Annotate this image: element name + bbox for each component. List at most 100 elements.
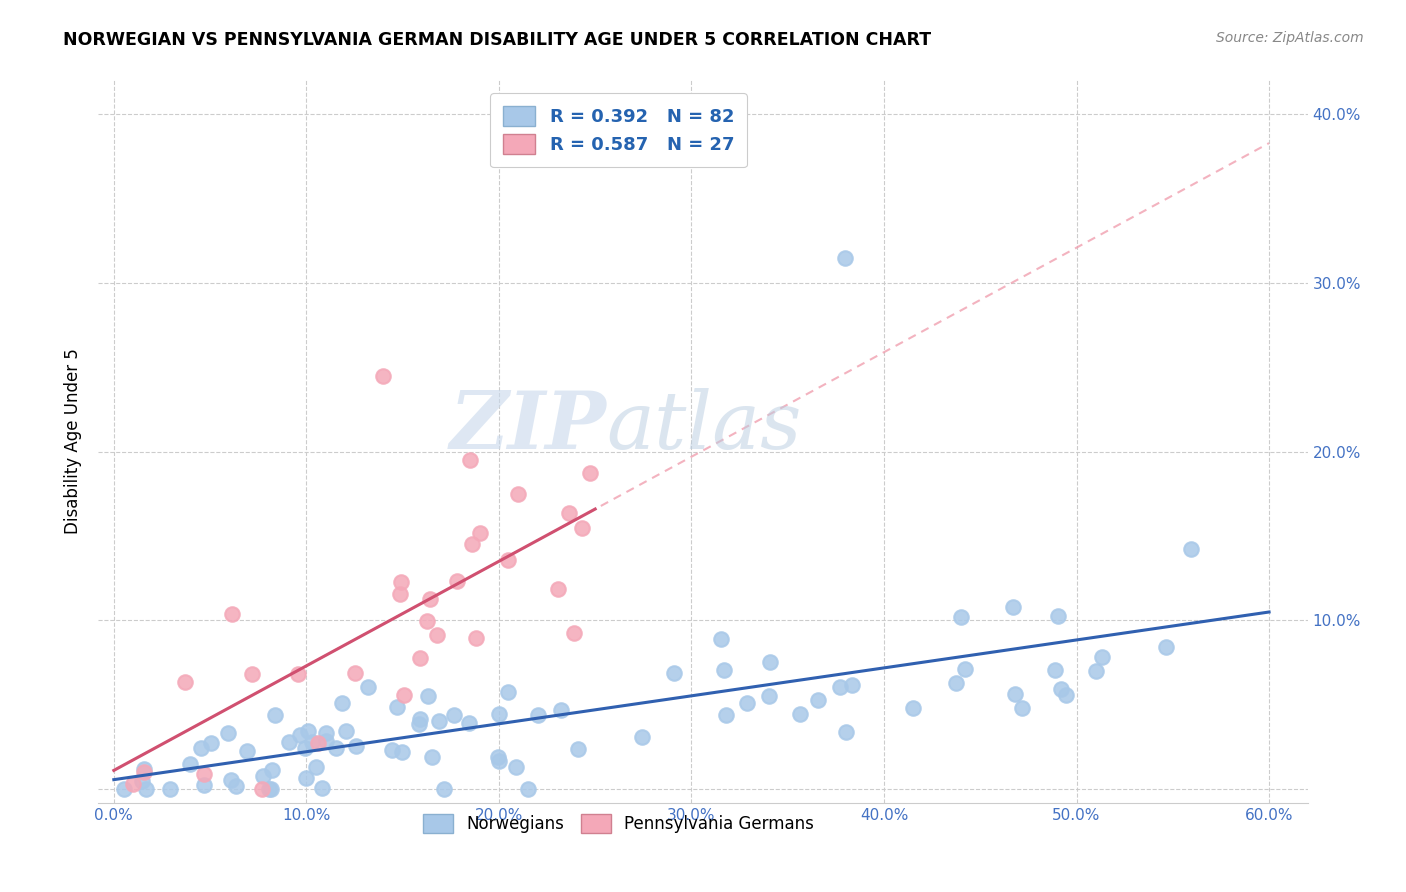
Point	[416, 614, 439, 628]
Point	[841, 678, 863, 692]
Point	[389, 574, 412, 589]
Point	[458, 453, 481, 467]
Point	[498, 685, 520, 699]
Point	[664, 666, 686, 681]
Point	[807, 693, 830, 707]
Point	[443, 707, 465, 722]
Point	[301, 735, 323, 749]
Point	[1050, 681, 1073, 696]
Point	[387, 699, 409, 714]
Point	[294, 771, 316, 785]
Point	[464, 631, 486, 645]
Point	[457, 716, 479, 731]
Point	[325, 741, 347, 756]
Point	[122, 777, 145, 791]
Point	[236, 744, 259, 758]
Point	[470, 526, 492, 541]
Point	[388, 586, 411, 600]
Point	[527, 707, 550, 722]
Point	[1091, 650, 1114, 665]
Point	[257, 782, 280, 797]
Point	[252, 769, 274, 783]
Point	[394, 688, 416, 702]
Point	[488, 754, 510, 768]
Point	[828, 681, 851, 695]
Point	[758, 655, 780, 669]
Point	[330, 696, 353, 710]
Point	[1046, 608, 1069, 623]
Point	[446, 574, 468, 588]
Point	[409, 712, 432, 726]
Point	[461, 536, 484, 550]
Point	[135, 782, 157, 797]
Point	[409, 650, 432, 665]
Point	[834, 251, 856, 265]
Point	[433, 782, 456, 797]
Point	[373, 368, 395, 383]
Legend: Norwegians, Pennsylvania Germans: Norwegians, Pennsylvania Germans	[415, 805, 823, 841]
Point	[200, 736, 222, 750]
Point	[901, 701, 924, 715]
Point	[1004, 688, 1026, 702]
Point	[159, 782, 181, 797]
Point	[710, 632, 733, 646]
Point	[134, 762, 156, 776]
Point	[517, 782, 540, 797]
Point	[1180, 542, 1202, 557]
Point	[429, 714, 451, 728]
Point	[311, 780, 333, 795]
Point	[419, 592, 441, 607]
Point	[264, 707, 287, 722]
Point	[1011, 700, 1033, 714]
Point	[713, 663, 735, 677]
Point	[571, 521, 593, 535]
Point	[505, 760, 527, 774]
Point	[735, 696, 758, 710]
Point	[834, 725, 856, 739]
Point	[287, 667, 309, 681]
Point	[305, 760, 328, 774]
Point	[630, 730, 652, 744]
Point	[297, 723, 319, 738]
Point	[294, 741, 316, 756]
Point	[562, 625, 585, 640]
Point	[420, 750, 443, 764]
Point	[131, 773, 153, 788]
Point	[190, 740, 212, 755]
Point	[173, 674, 195, 689]
Point	[225, 780, 247, 794]
Point	[260, 782, 283, 797]
Point	[250, 782, 273, 797]
Text: atlas: atlas	[606, 388, 801, 466]
Point	[408, 717, 430, 731]
Point	[1045, 663, 1067, 677]
Point	[335, 724, 357, 739]
Point	[716, 707, 738, 722]
Point	[953, 662, 976, 676]
Point	[496, 552, 519, 566]
Point	[547, 582, 569, 596]
Point	[567, 741, 589, 756]
Point	[1002, 599, 1025, 614]
Text: NORWEGIAN VS PENNSYLVANIA GERMAN DISABILITY AGE UNDER 5 CORRELATION CHART: NORWEGIAN VS PENNSYLVANIA GERMAN DISABIL…	[63, 31, 931, 49]
Point	[307, 736, 329, 750]
Point	[381, 743, 404, 757]
Point	[240, 667, 263, 681]
Point	[558, 506, 581, 520]
Point	[179, 756, 201, 771]
Point	[344, 739, 367, 753]
Y-axis label: Disability Age Under 5: Disability Age Under 5	[65, 349, 83, 534]
Point	[288, 728, 311, 742]
Point	[550, 703, 572, 717]
Text: Source: ZipAtlas.com: Source: ZipAtlas.com	[1216, 31, 1364, 45]
Point	[789, 707, 811, 722]
Point	[486, 750, 509, 764]
Text: ZIP: ZIP	[450, 388, 606, 466]
Point	[193, 767, 215, 781]
Point	[416, 689, 439, 703]
Point	[277, 735, 299, 749]
Point	[1154, 640, 1177, 654]
Point	[221, 607, 243, 621]
Point	[391, 745, 413, 759]
Point	[357, 681, 380, 695]
